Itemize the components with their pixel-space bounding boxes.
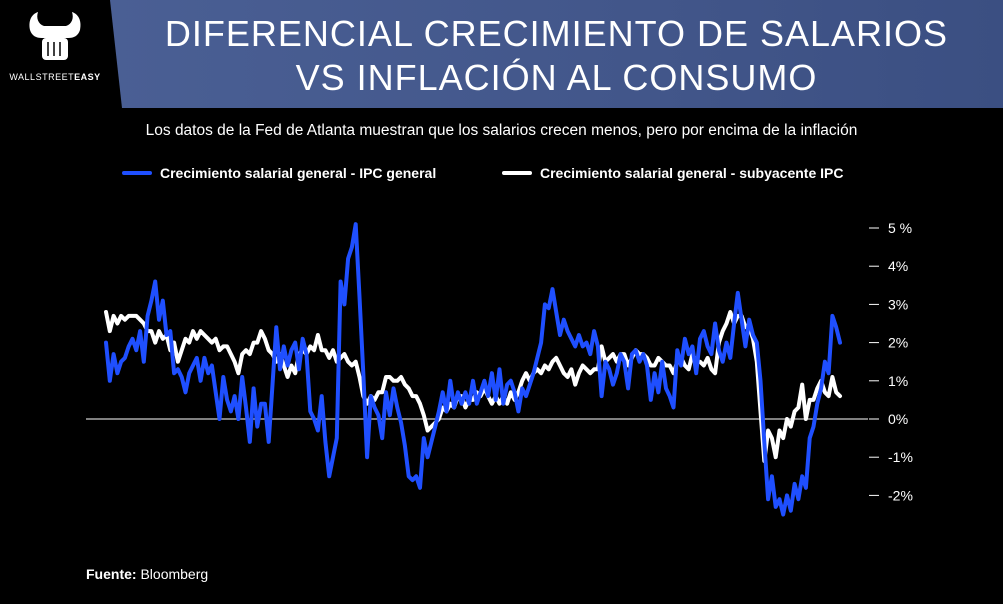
chart-subtitle: Los datos de la Fed de Atlanta muestran … (145, 122, 858, 139)
y-tick-label: 0% (888, 411, 908, 427)
legend-label-white: Crecimiento salarial general - subyacent… (540, 165, 844, 181)
source-note: Fuente: Bloomberg (86, 566, 208, 582)
chart-legend: Crecimiento salarial general - IPC gener… (0, 165, 1003, 187)
title-banner: DIFERENCIAL CRECIMIENTO DE SALARIOS VS I… (110, 0, 1003, 108)
title-line-2: VS INFLACIÓN AL CONSUMO (295, 57, 818, 98)
legend-item-blue: Crecimiento salarial general - IPC gener… (122, 165, 436, 181)
y-tick-label: 2% (888, 335, 908, 351)
y-tick-label: 4% (888, 258, 908, 274)
wallstreeteasy-logo: WALLSTREETEASY (0, 0, 110, 108)
page-title: DIFERENCIAL CRECIMIENTO DE SALARIOS VS I… (110, 12, 1003, 100)
y-tick-label: -1% (888, 449, 913, 465)
y-tick-label: 3% (888, 296, 908, 312)
header: WALLSTREETEASY DIFERENCIAL CRECIMIENTO D… (0, 0, 1003, 108)
y-tick-label: 5 % (888, 220, 912, 236)
y-tick-label: -2% (888, 487, 913, 503)
series-line-blue (104, 222, 842, 517)
bull-fist-icon (29, 12, 81, 60)
y-tick-label: 1% (888, 373, 908, 389)
legend-swatch-white (502, 171, 532, 175)
series-line-white (104, 310, 842, 463)
title-line-1: DIFERENCIAL CRECIMIENTO DE SALARIOS (164, 13, 949, 54)
logo-text: WALLSTREETEASY (9, 72, 101, 82)
source-value: Bloomberg (140, 566, 209, 582)
legend-item-white: Crecimiento salarial general - subyacent… (502, 165, 843, 181)
legend-swatch-blue (122, 171, 152, 175)
legend-label-blue: Crecimiento salarial general - IPC gener… (160, 165, 437, 181)
source-label: Fuente: (86, 566, 137, 582)
